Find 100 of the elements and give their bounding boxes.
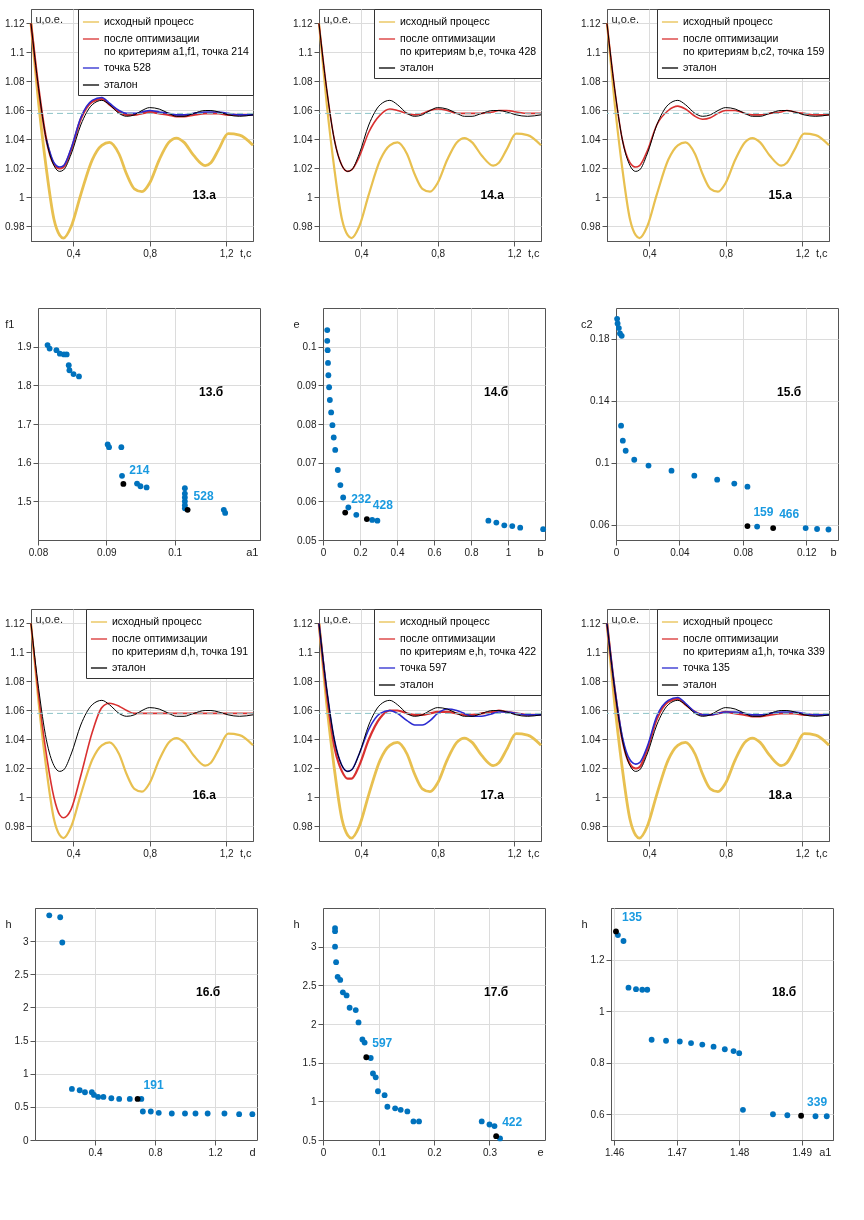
y-tick-label: 1.7 bbox=[17, 418, 32, 430]
point bbox=[363, 516, 370, 523]
x-tick-label: 0.2 bbox=[353, 546, 368, 558]
point bbox=[168, 1110, 175, 1117]
point bbox=[328, 409, 335, 416]
point bbox=[192, 1110, 199, 1117]
annotation: 16.а bbox=[192, 787, 217, 802]
point bbox=[493, 1133, 500, 1140]
point bbox=[404, 1108, 411, 1115]
x-tick-label: 0.8 bbox=[148, 1146, 163, 1158]
point bbox=[754, 523, 761, 530]
legend-label: эталон bbox=[104, 78, 138, 90]
y-tick-label: 1.02 bbox=[581, 763, 601, 774]
annotation: 15.а bbox=[768, 187, 793, 202]
x-tick-label: 0,4 bbox=[66, 247, 81, 259]
point bbox=[155, 1109, 162, 1116]
point bbox=[332, 928, 338, 935]
y-tick-label: 1 bbox=[306, 792, 313, 803]
point bbox=[76, 1087, 83, 1094]
annotation: 14.б bbox=[484, 384, 509, 399]
point bbox=[668, 467, 675, 474]
y-tick-label: 1.08 bbox=[293, 676, 313, 687]
y-tick-label: 1.04 bbox=[5, 734, 25, 745]
point bbox=[710, 1043, 717, 1050]
annotation: 232 bbox=[351, 491, 372, 506]
point bbox=[622, 447, 629, 454]
y-tick-label: 1.04 bbox=[581, 134, 601, 145]
point bbox=[384, 1103, 391, 1110]
point bbox=[326, 384, 333, 391]
y-axis-title: u,о.е. bbox=[35, 612, 64, 625]
legend-label: исходный процесс bbox=[112, 615, 202, 627]
point bbox=[329, 422, 336, 429]
point bbox=[342, 509, 349, 516]
point bbox=[744, 523, 751, 529]
point bbox=[633, 986, 639, 993]
y-tick-label: 1.5 bbox=[17, 495, 32, 507]
legend-label: эталон bbox=[683, 678, 717, 690]
annotation: 17.а bbox=[480, 787, 505, 802]
point bbox=[731, 480, 738, 487]
point bbox=[770, 525, 777, 531]
x-axis-title: t,с bbox=[815, 246, 828, 259]
point bbox=[517, 524, 524, 531]
point bbox=[137, 483, 144, 490]
point bbox=[501, 522, 508, 529]
y-tick-label: 1.02 bbox=[5, 163, 25, 174]
x-tick-label: 0.2 bbox=[427, 1146, 442, 1158]
y-tick-label: 0 bbox=[22, 1134, 29, 1146]
y-tick-label: 1 bbox=[598, 1005, 605, 1017]
y-tick-label: 1.06 bbox=[5, 105, 25, 116]
x-tick-label: 0,8 bbox=[431, 247, 446, 259]
point bbox=[802, 525, 809, 531]
y-tick-label: 1 bbox=[594, 192, 601, 203]
point bbox=[372, 1074, 379, 1081]
y-tick-label: 0.98 bbox=[293, 821, 313, 832]
point bbox=[631, 456, 638, 463]
y-tick-label: 1.6 bbox=[17, 457, 32, 469]
y-tick-label: 2.5 bbox=[302, 979, 317, 991]
y-axis-title: h bbox=[581, 917, 588, 930]
y-tick-label: 1.12 bbox=[581, 618, 601, 629]
legend-label: после оптимизации по критериям b,e, точка 428 bbox=[400, 32, 537, 57]
point bbox=[95, 1094, 102, 1100]
point bbox=[119, 472, 125, 479]
point bbox=[374, 517, 381, 524]
point bbox=[645, 462, 652, 469]
y-tick-label: 1.1 bbox=[10, 647, 25, 658]
y-tick-label: 1.12 bbox=[293, 618, 313, 629]
annotation: 135 bbox=[621, 910, 643, 925]
y-tick-label: 1.12 bbox=[581, 18, 601, 29]
point bbox=[147, 1108, 154, 1115]
point bbox=[118, 444, 125, 451]
x-tick-label: 0,8 bbox=[431, 847, 446, 859]
point bbox=[65, 362, 72, 369]
annotation: 14.а bbox=[480, 187, 505, 202]
point bbox=[236, 1111, 243, 1118]
point bbox=[337, 977, 344, 983]
x-tick-label: 1 bbox=[505, 546, 512, 558]
y-tick-label: 0.8 bbox=[590, 1057, 605, 1069]
y-tick-label: 0.05 bbox=[297, 534, 317, 546]
x-tick-label: 1,2 bbox=[507, 247, 523, 259]
y-tick-label: 1.1 bbox=[586, 47, 601, 58]
y-tick-label: 0.98 bbox=[581, 221, 601, 232]
point bbox=[367, 1055, 374, 1061]
x-tick-label: 0,4 bbox=[66, 847, 81, 859]
point bbox=[416, 1118, 422, 1125]
legend-label: эталон bbox=[112, 661, 146, 673]
point bbox=[68, 1086, 75, 1092]
y-tick-label: 1 bbox=[594, 792, 601, 803]
x-tick-label: 0,8 bbox=[143, 847, 158, 859]
y-tick-label: 0.98 bbox=[581, 821, 601, 832]
y-tick-label: 0.5 bbox=[14, 1101, 29, 1113]
point bbox=[181, 485, 188, 492]
y-tick-label: 1.06 bbox=[293, 705, 313, 716]
x-tick-label: 0.4 bbox=[88, 1146, 103, 1158]
y-tick-label: 1 bbox=[22, 1068, 29, 1080]
x-tick-label: 1.49 bbox=[792, 1146, 813, 1158]
y-axis-title: u,о.е. bbox=[611, 612, 640, 625]
y-tick-label: 1.02 bbox=[293, 163, 313, 174]
annotation: 13.а bbox=[192, 187, 217, 202]
point bbox=[486, 1121, 493, 1128]
point bbox=[343, 992, 350, 999]
